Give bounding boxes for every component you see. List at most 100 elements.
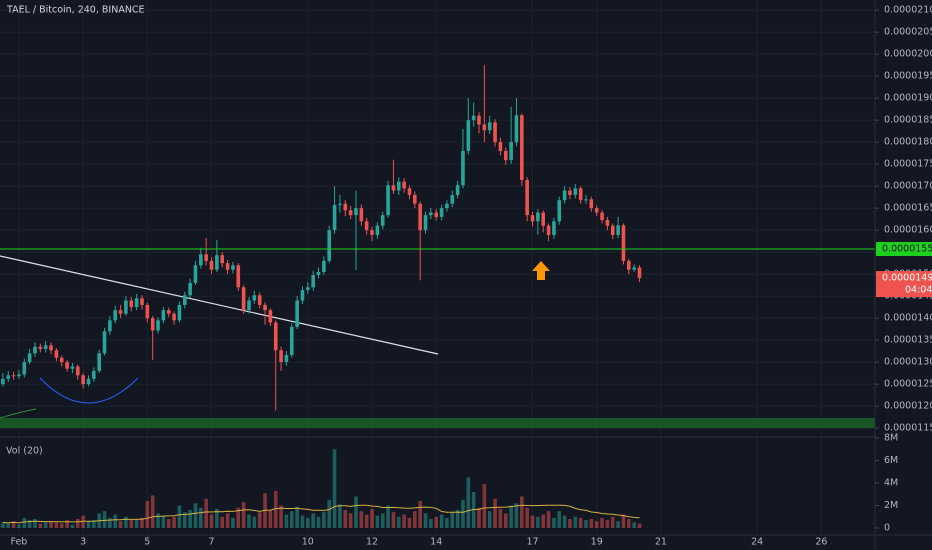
volume-bar (215, 508, 219, 528)
volume-bar (434, 516, 439, 528)
volume-bar (6, 523, 11, 528)
candle-body (295, 300, 299, 327)
x-tick-label: Feb (11, 537, 28, 548)
volume-bar (594, 521, 599, 528)
volume-bar (562, 515, 567, 528)
x-tick-label: 24 (751, 537, 763, 548)
x-tick-label: 12 (366, 537, 378, 548)
candle-body (182, 295, 187, 305)
candle-body (552, 221, 556, 235)
volume-tick-label: 4M (884, 478, 898, 489)
volume-bar (514, 503, 519, 528)
volume-bar (616, 521, 620, 528)
y-tick-label: 0.00001650 (884, 203, 932, 214)
volume-bar (429, 519, 433, 528)
volume-bar (49, 521, 53, 528)
volume-bar (273, 490, 278, 528)
candle-body (600, 212, 604, 220)
volume-bar (557, 511, 562, 528)
volume-bar (289, 511, 294, 528)
volume-bar (161, 515, 166, 528)
curve (0, 408, 37, 419)
volume-tick-label: 8M (884, 433, 898, 444)
candle-body (166, 310, 171, 314)
candle-body (273, 322, 278, 351)
volume-bar (252, 516, 257, 528)
volume-bar (632, 522, 636, 528)
candle-body (418, 203, 422, 231)
volume-bar (466, 477, 471, 528)
volume-bar (17, 524, 21, 528)
volume-bar (423, 513, 428, 528)
volume-bar (573, 516, 578, 528)
volume-bar (407, 517, 412, 528)
candle-body (343, 203, 348, 211)
candle-body (332, 205, 337, 231)
y-tick-label: 0.00001600 (884, 225, 932, 236)
volume-bar (600, 517, 604, 528)
volume-bar (311, 513, 315, 528)
volume-bar (279, 505, 283, 528)
candle-body (156, 320, 160, 331)
volume-bar (182, 512, 187, 528)
candle-body (391, 185, 396, 191)
volume-bar (589, 519, 594, 528)
candle-body (1, 378, 5, 385)
candle-body (364, 221, 369, 231)
y-tick-label: 0.00001350 (884, 335, 932, 346)
volume-bar (413, 511, 417, 528)
y-tick-label: 0.00001200 (884, 401, 932, 412)
volume-bar (568, 519, 572, 528)
candle-body (354, 208, 358, 216)
trendline (0, 255, 439, 355)
x-tick-label: 5 (144, 537, 150, 548)
volume-bar (65, 520, 69, 528)
candle-body (70, 366, 75, 369)
volume-bar (113, 514, 118, 528)
volume-bar (621, 514, 626, 528)
volume-bar (156, 513, 160, 528)
candle-body (594, 208, 599, 213)
volume-bar (552, 517, 556, 528)
volume-bar (396, 516, 401, 528)
volume-bar (225, 513, 230, 528)
volume-tick-label: 0 (884, 523, 890, 534)
candle-body (306, 287, 310, 290)
candle-body (118, 310, 123, 314)
candle-body (482, 124, 487, 131)
volume-bar (118, 521, 123, 528)
volume-bar (402, 514, 406, 528)
candle-body (59, 357, 64, 363)
candle-body (75, 366, 80, 376)
volume-bar (316, 516, 321, 528)
y-tick-label: 0.00001900 (884, 93, 932, 104)
y-tick-label: 0.00002100 (884, 5, 932, 16)
y-tick-label: 0.00001150 (884, 423, 932, 434)
volume-bar (322, 512, 326, 528)
volume-bar (477, 507, 481, 528)
candle-body (241, 287, 246, 311)
volume-bar (129, 520, 134, 528)
volume-bar (578, 517, 583, 528)
candle-body (11, 375, 16, 377)
candle-body (140, 298, 144, 305)
x-tick-label: 3 (80, 537, 86, 548)
volume-bar (166, 519, 171, 528)
candle-body (300, 289, 305, 301)
volume-bar (348, 513, 353, 528)
y-tick-label: 0.00001850 (884, 115, 932, 126)
support-zone (0, 418, 875, 428)
volume-bar (124, 516, 128, 528)
candle-body (145, 304, 150, 319)
candle-body (81, 375, 85, 385)
candle-body (637, 267, 642, 279)
volume-bar (327, 499, 332, 528)
volume-bar (284, 514, 289, 528)
candle-body (129, 300, 134, 308)
candle-body (225, 263, 230, 270)
volume-bar (386, 505, 390, 528)
rounded-bottom (39, 377, 139, 404)
volume-bar (520, 496, 524, 528)
candle-body (193, 265, 198, 283)
volume-ma (2, 504, 640, 524)
